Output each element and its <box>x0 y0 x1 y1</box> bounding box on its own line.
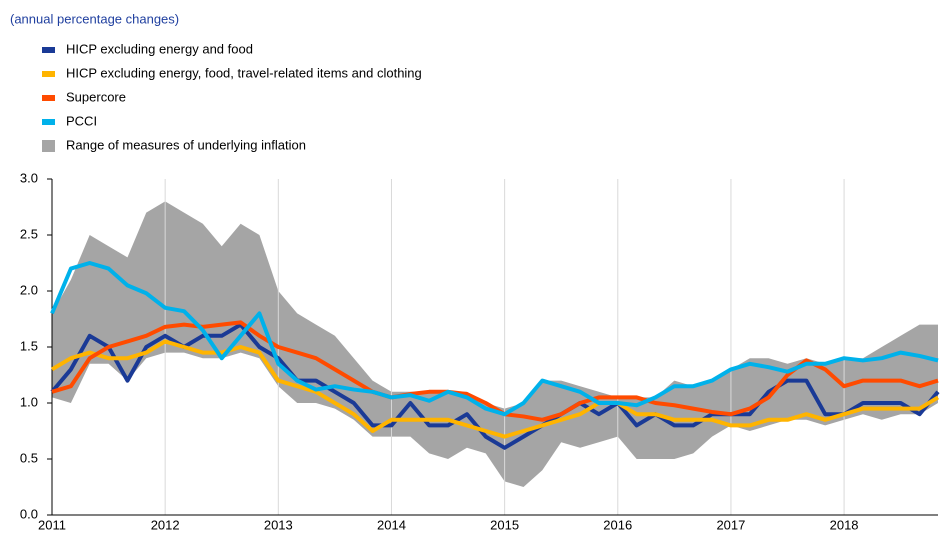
series-line <box>50 339 940 439</box>
x-tick-label: 2017 <box>716 517 745 532</box>
series-line <box>50 322 940 450</box>
legend-swatch <box>42 95 55 101</box>
x-tick-label: 2013 <box>264 517 293 532</box>
chart-subtitle: (annual percentage changes) <box>10 11 179 26</box>
x-tick-label: 2012 <box>151 517 180 532</box>
x-tick-label: 2015 <box>490 517 519 532</box>
y-tick-label: 1.5 <box>20 338 38 353</box>
legend-label: PCCI <box>66 113 97 128</box>
legend-label: HICP excluding energy, food, travel-rela… <box>66 65 422 80</box>
x-tick-label: 2014 <box>377 517 406 532</box>
legend-label: Range of measures of underlying inflatio… <box>66 137 306 152</box>
y-tick-label: 1.0 <box>20 394 38 409</box>
y-tick-label: 2.0 <box>20 282 38 297</box>
series-line <box>50 261 939 417</box>
legend-swatch <box>42 140 55 152</box>
x-tick-label: 2016 <box>603 517 632 532</box>
legend-swatch <box>42 47 55 53</box>
legend-swatch <box>42 71 55 77</box>
y-tick-label: 0.0 <box>20 506 38 521</box>
x-tick-label: 2011 <box>38 517 66 532</box>
y-tick-label: 0.5 <box>20 450 38 465</box>
legend-label: Supercore <box>66 89 126 104</box>
legend-label: HICP excluding energy and food <box>66 41 253 56</box>
legend-swatch <box>42 119 55 125</box>
x-tick-label: 2018 <box>830 517 859 532</box>
y-tick-label: 3.0 <box>20 170 38 185</box>
y-tick-label: 2.5 <box>20 226 38 241</box>
